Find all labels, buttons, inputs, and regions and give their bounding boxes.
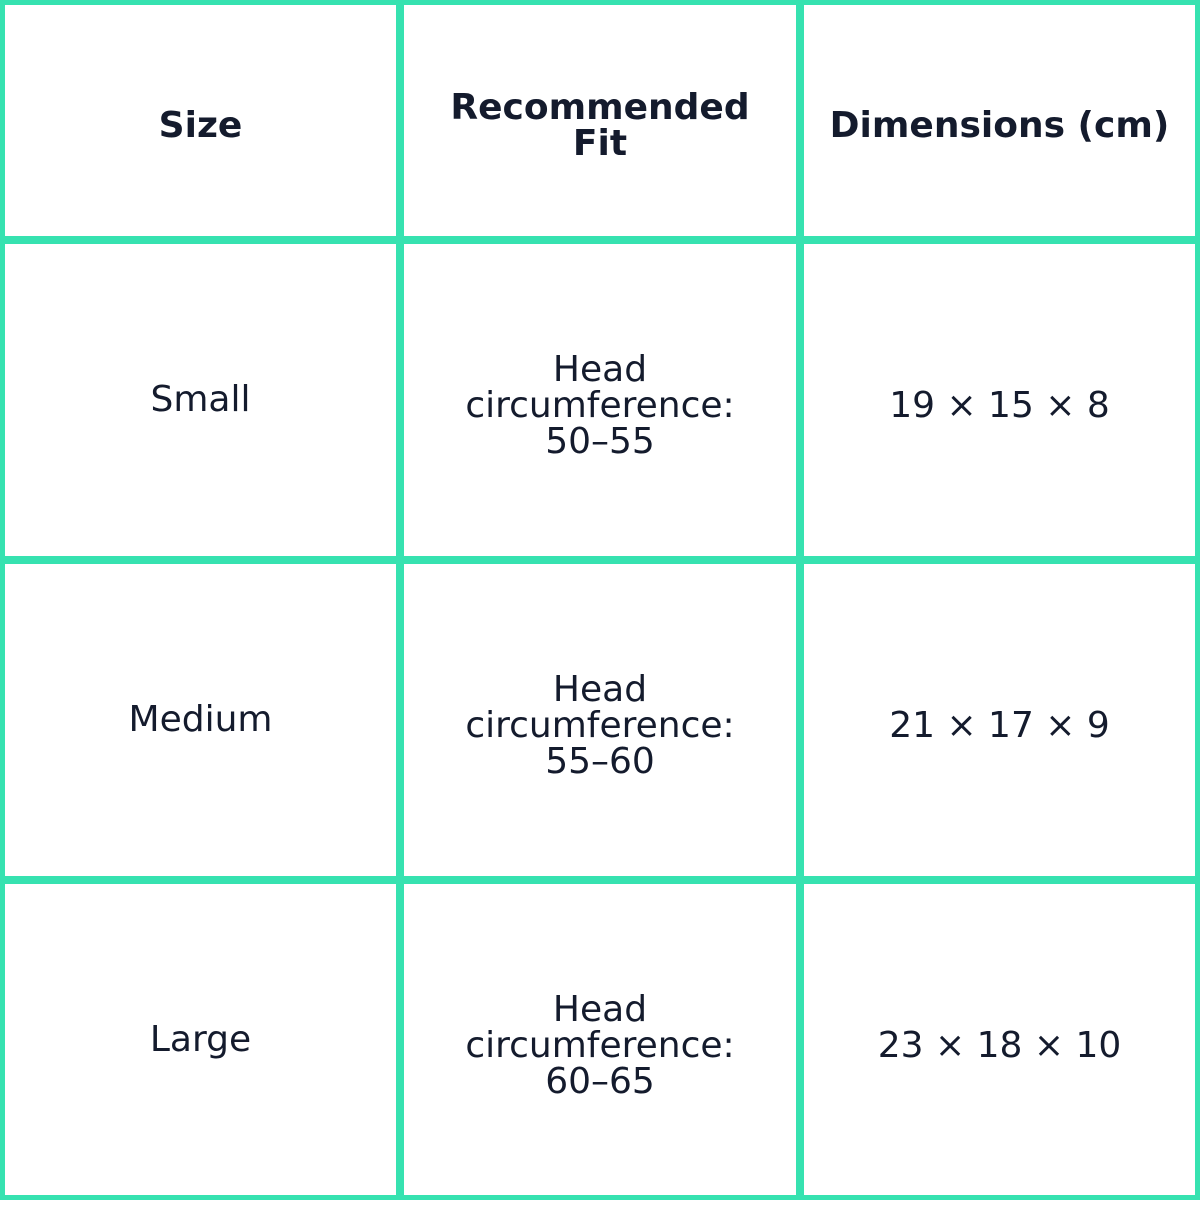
cell-dimensions: 23 × 18 × 10: [877, 1025, 1122, 1066]
border-row-1: [0, 236, 1200, 244]
border-right: [1195, 0, 1200, 1200]
header-size: Size: [158, 104, 243, 146]
cell-fit: Head circumference: 55–60: [465, 669, 735, 782]
cell-size: Large: [149, 1018, 252, 1060]
cell-fit: Head circumference: 60–65: [465, 989, 735, 1102]
border-row-2: [0, 556, 1200, 564]
border-left: [0, 0, 5, 1200]
border-bottom: [0, 1195, 1200, 1200]
border-top: [0, 0, 1200, 5]
header-recommended-fit: Recommended Fit: [450, 86, 750, 164]
cell-fit: Head circumference: 50–55: [465, 349, 735, 462]
cell-dimensions: 21 × 17 × 9: [889, 705, 1110, 746]
border-col-2: [796, 0, 804, 1200]
border-row-3: [0, 876, 1200, 884]
cell-dimensions: 19 × 15 × 8: [889, 385, 1110, 426]
header-dimensions: Dimensions (cm): [829, 104, 1170, 146]
cell-size: Medium: [128, 699, 273, 740]
border-col-1: [396, 0, 404, 1200]
cell-size: Small: [150, 379, 251, 420]
